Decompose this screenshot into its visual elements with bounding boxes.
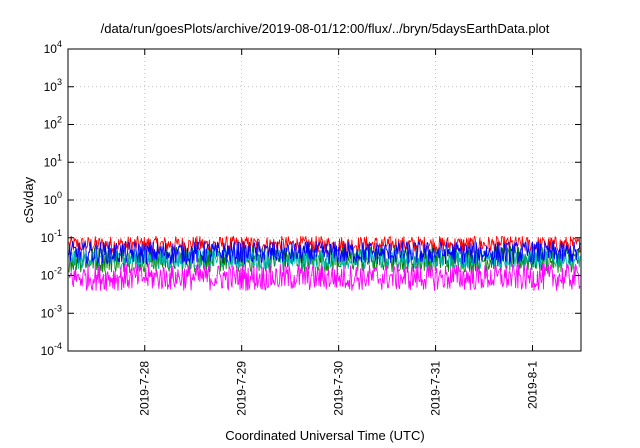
y-tick-label: 104 (44, 39, 62, 56)
x-axis-label: Coordinated Universal Time (UTC) (225, 428, 424, 443)
y-axis-ticks: 10-4 10-3 10-2 10-1 100 101 102 103 104 (41, 39, 581, 358)
chart-title: /data/run/goesPlots/archive/2019-08-01/1… (101, 21, 550, 36)
y-tick-label: 100 (44, 190, 62, 207)
y-tick-label: 103 (44, 77, 62, 94)
x-tick-label: 2019-8-1 (526, 361, 540, 409)
series-line-4 (68, 263, 581, 291)
y-tick-label: 10-2 (41, 266, 62, 283)
y-tick-label: 10-4 (41, 341, 62, 358)
gridlines (68, 49, 581, 351)
x-tick-label: 2019-7-30 (332, 361, 346, 416)
plot-frame (67, 48, 582, 352)
y-axis-label: cSv/day (21, 176, 36, 223)
series-group (68, 235, 581, 291)
y-tick-label: 101 (44, 152, 62, 169)
y-tick-label: 102 (44, 115, 62, 132)
x-tick-label: 2019-7-31 (429, 361, 443, 416)
x-tick-label: 2019-7-29 (235, 361, 249, 416)
series-line-3 (68, 240, 581, 265)
x-axis-ticks: 2019-7-28 2019-7-29 2019-7-30 2019-7-31 2019… (138, 49, 540, 416)
x-tick-label: 2019-7-28 (138, 361, 152, 416)
y-tick-label: 10-3 (41, 303, 62, 320)
y-tick-label: 10-1 (41, 228, 62, 245)
